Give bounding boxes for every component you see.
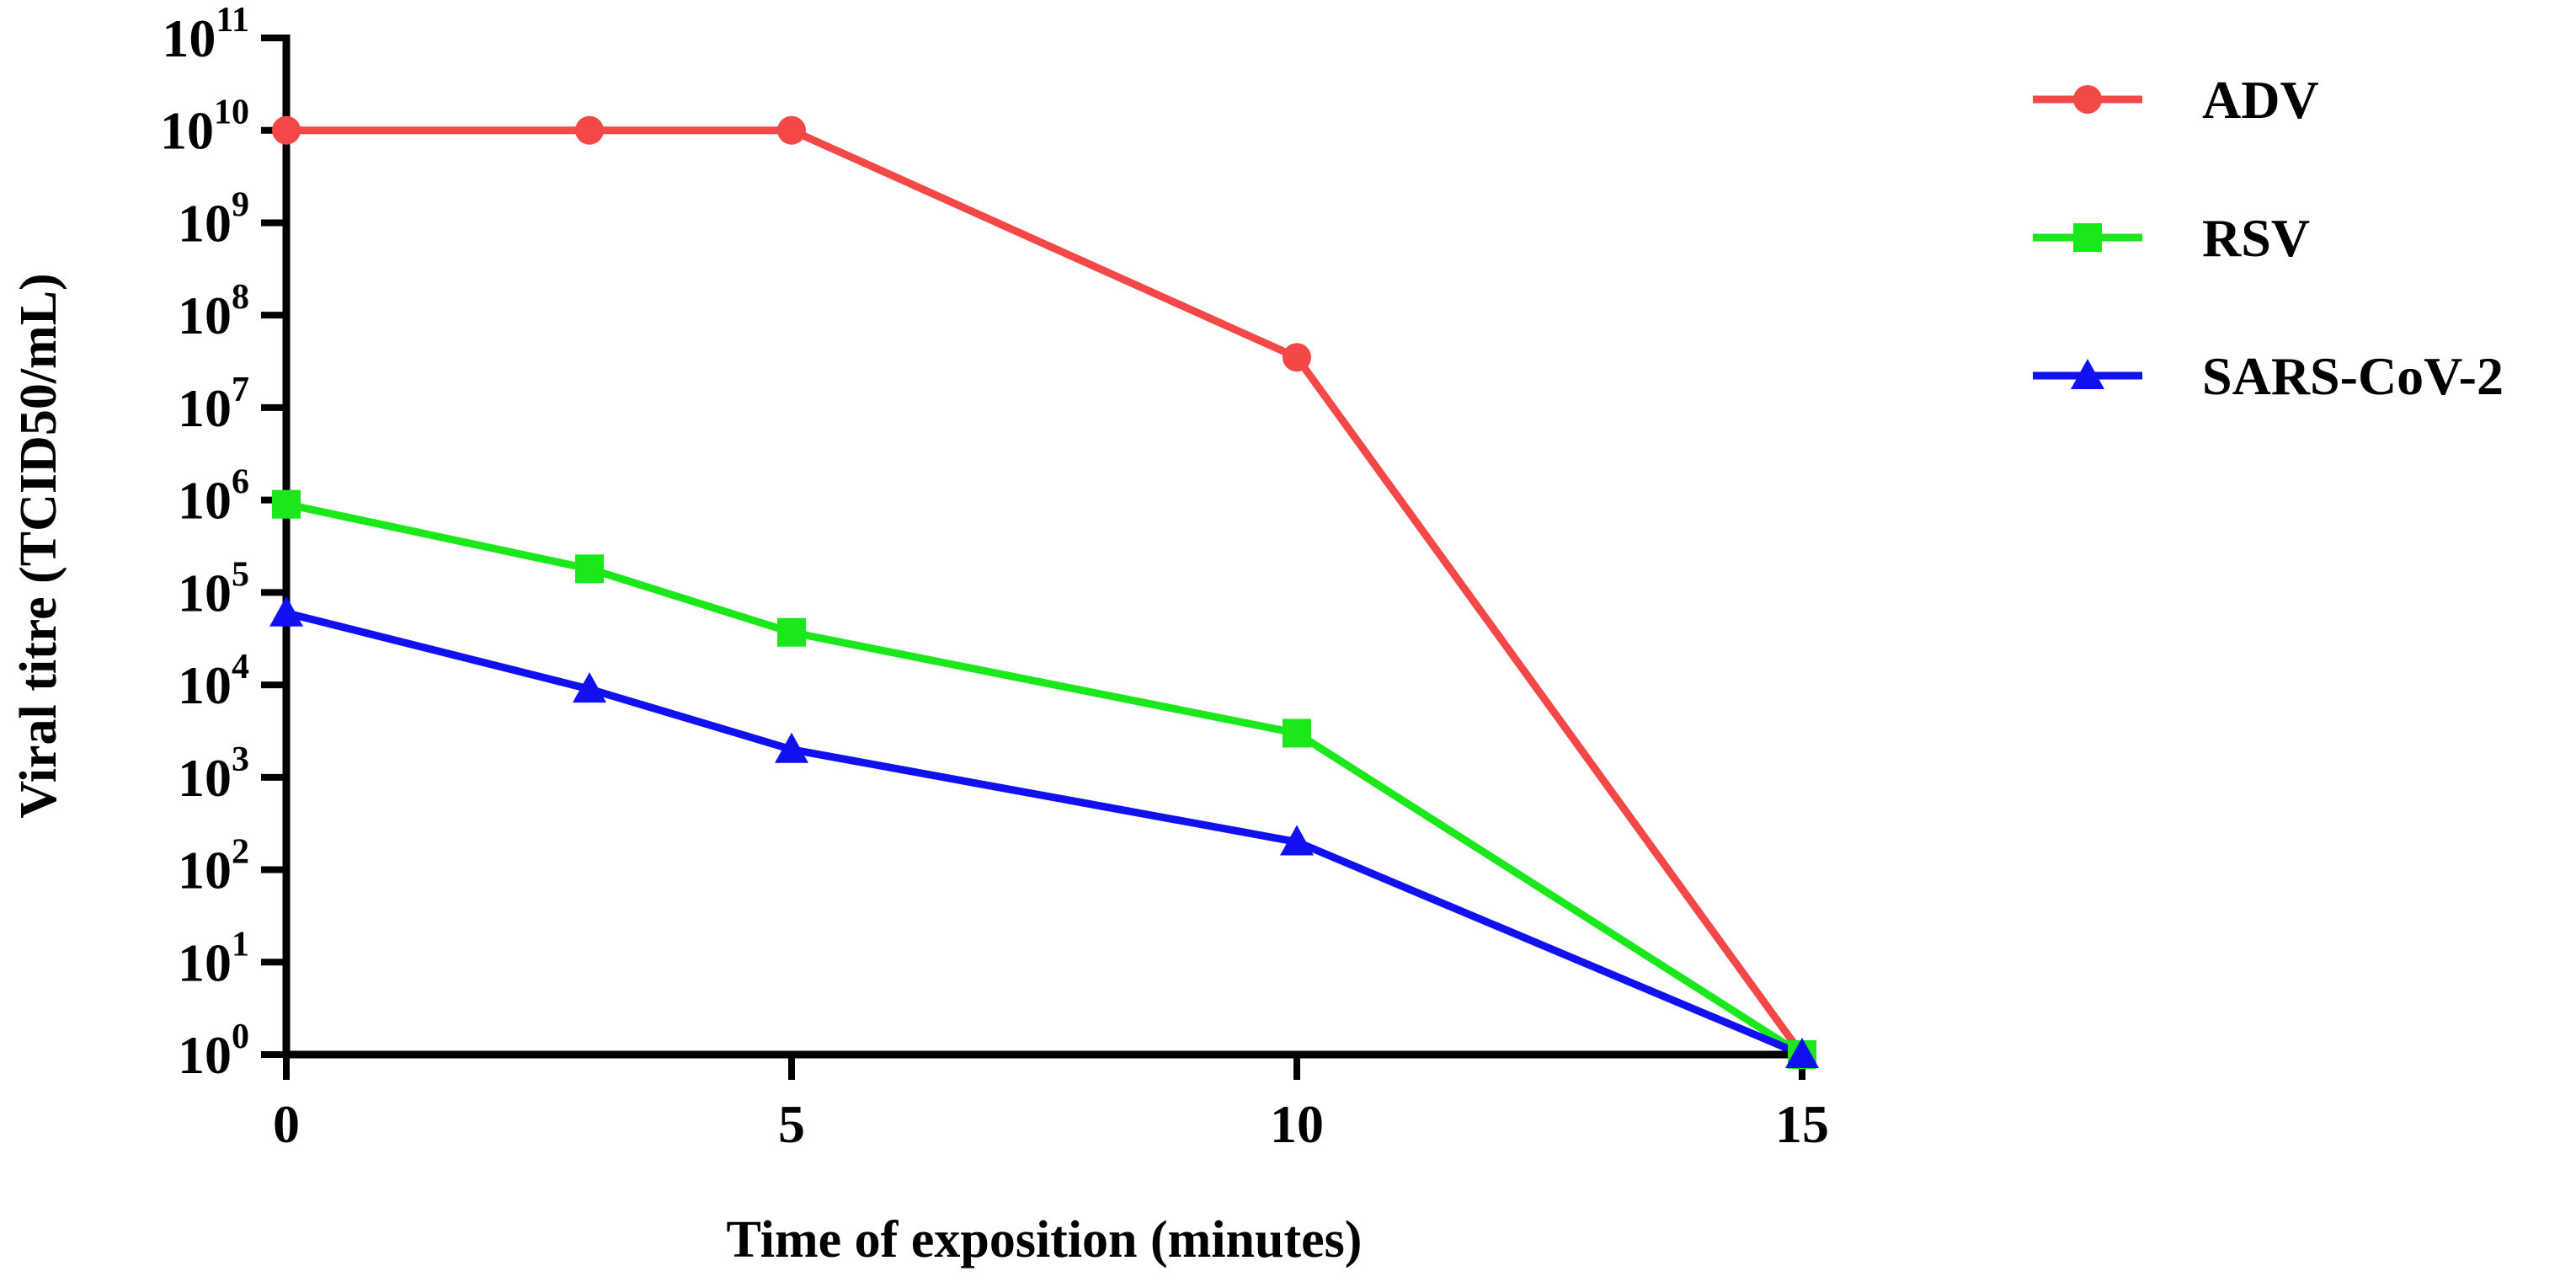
y-tick-label: 100 bbox=[178, 1018, 249, 1085]
y-tick-label: 107 bbox=[178, 371, 249, 438]
data-point-sars-cov-2 bbox=[775, 732, 808, 763]
y-tick-label: 104 bbox=[178, 648, 249, 715]
legend-label: RSV bbox=[2202, 208, 2310, 268]
data-point-adv bbox=[272, 115, 301, 145]
data-point-rsv bbox=[575, 554, 604, 584]
plot-lines bbox=[285, 126, 1805, 1059]
y-axis-title: Viral titre (TCID50/mL) bbox=[10, 273, 67, 818]
data-point-rsv bbox=[272, 489, 301, 519]
x-ticks: 0 5 10 15 bbox=[273, 1055, 1829, 1154]
y-tick-label: 1010 bbox=[160, 93, 249, 161]
y-tick-label: 106 bbox=[178, 463, 249, 531]
legend-label: SARS-CoV-2 bbox=[2202, 346, 2504, 406]
data-point-rsv bbox=[777, 617, 806, 647]
legend-label: ADV bbox=[2202, 70, 2319, 130]
y-tick-label: 102 bbox=[178, 833, 249, 900]
legend-swatch-marker bbox=[2073, 223, 2102, 252]
y-tick-label: 108 bbox=[178, 278, 249, 345]
y-tick-label: 109 bbox=[178, 185, 249, 253]
series-line-adv bbox=[286, 126, 1805, 1057]
data-point-adv bbox=[777, 115, 806, 145]
legend-swatch-marker bbox=[2073, 85, 2102, 114]
legend-entry-sars-cov-2: SARS-CoV-2 bbox=[2033, 346, 2504, 406]
y-tick-label: 101 bbox=[178, 925, 249, 992]
legend: ADV RSV SARS-CoV-2 bbox=[2033, 70, 2504, 406]
data-point-rsv bbox=[1283, 718, 1311, 748]
x-axis-title: Time of exposition (minutes) bbox=[727, 1211, 1363, 1269]
data-point-sars-cov-2 bbox=[1280, 825, 1314, 856]
y-tick-label: 103 bbox=[178, 740, 249, 808]
x-tick-label: 5 bbox=[778, 1094, 805, 1154]
legend-entry-rsv: RSV bbox=[2033, 208, 2310, 268]
y-tick-label: 1011 bbox=[162, 1, 249, 68]
x-tick-label: 10 bbox=[1270, 1094, 1324, 1154]
data-point-adv bbox=[575, 115, 604, 145]
data-point-adv bbox=[1283, 343, 1311, 372]
data-point-sars-cov-2 bbox=[1785, 1038, 1819, 1068]
series-line-rsv bbox=[285, 500, 1805, 1058]
legend-swatch-marker bbox=[2071, 359, 2104, 389]
data-point-sars-cov-2 bbox=[269, 596, 303, 627]
axes bbox=[282, 35, 1802, 1059]
x-tick-label: 0 bbox=[273, 1094, 300, 1154]
y-tick-label: 105 bbox=[178, 555, 249, 622]
x-tick-label: 15 bbox=[1775, 1094, 1829, 1154]
legend-entry-adv: ADV bbox=[2033, 70, 2319, 130]
data-point-sars-cov-2 bbox=[573, 672, 606, 703]
plot-markers bbox=[269, 115, 1819, 1069]
y-ticks: 100 101 102 103 104 105 106 107 108 109 1010 1011 bbox=[160, 1, 286, 1085]
